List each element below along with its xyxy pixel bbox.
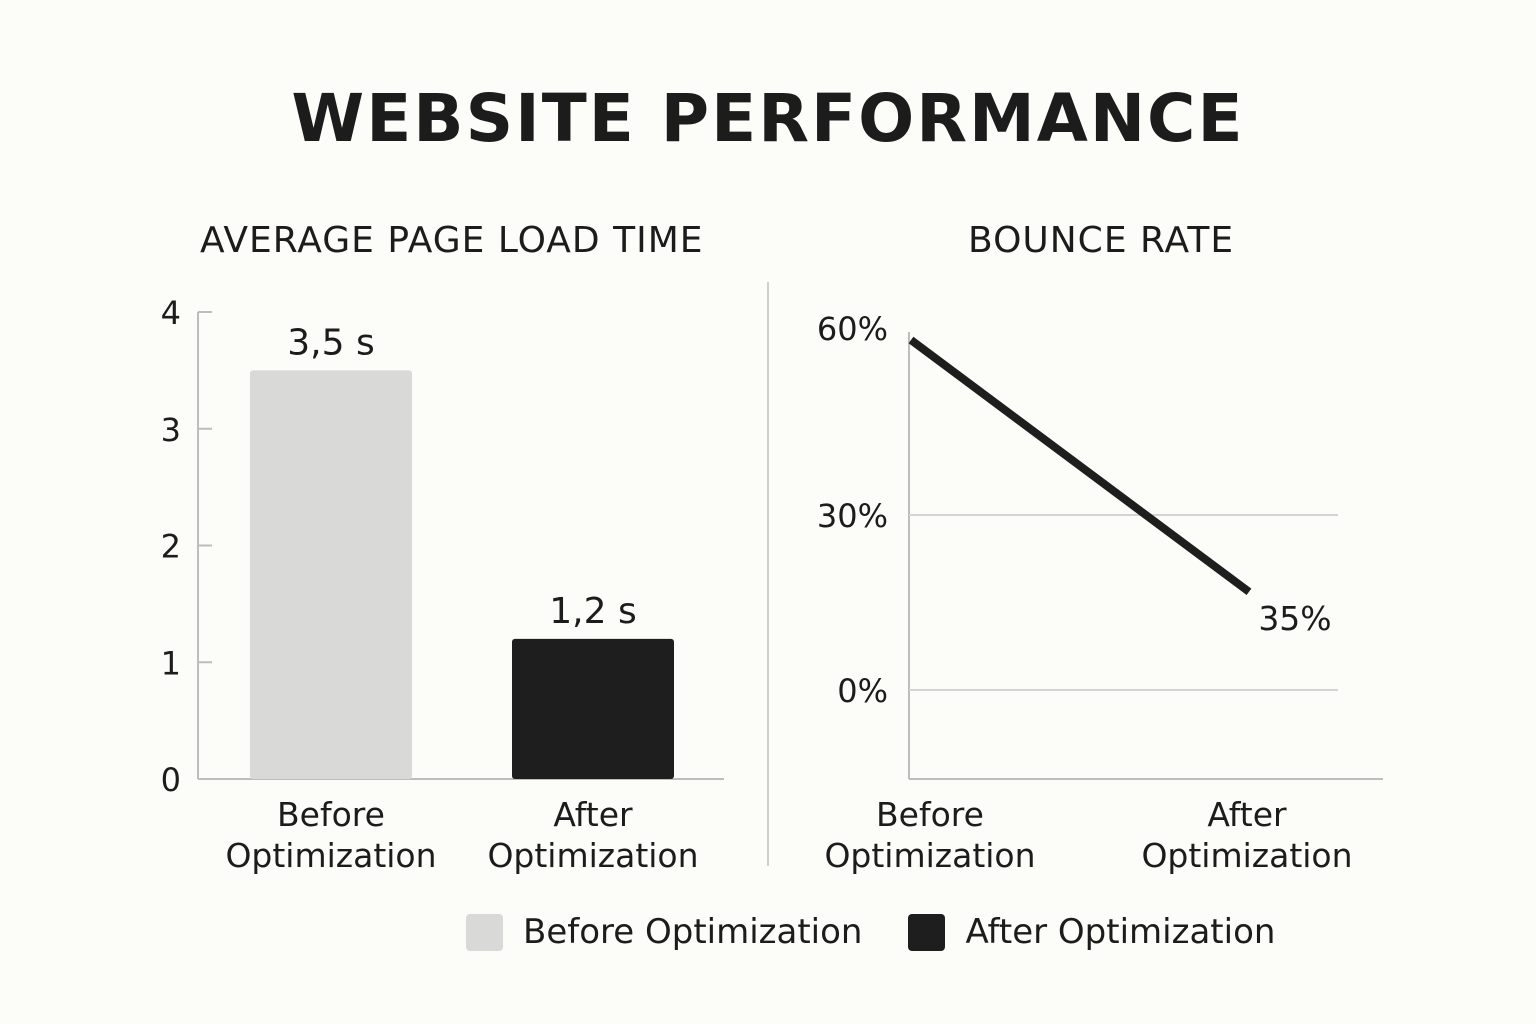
bounce-rate-chart-title: BOUNCE RATE (968, 220, 1235, 261)
bar-after (512, 638, 674, 779)
legend-label-before: Before Optimization (523, 912, 863, 952)
bar-before (250, 370, 412, 779)
y-tick-label: 0% (837, 672, 888, 710)
legend: Before Optimization After Optimization (466, 912, 1321, 952)
x-category-label: Before (876, 795, 984, 834)
y-tick-label: 30% (817, 497, 888, 535)
x-category-label: Before (277, 795, 385, 834)
bar-data-label: 3,5 s (287, 322, 374, 363)
page-title: WEBSITE PERFORMANCE (291, 80, 1245, 157)
legend-item-after: After Optimization (908, 912, 1275, 952)
legend-item-before: Before Optimization (466, 912, 862, 952)
y-tick-label: 1 (161, 644, 181, 682)
x-category-label: Optimization (487, 836, 698, 875)
y-tick-label: 60% (817, 310, 888, 348)
legend-label-after: After Optimization (965, 912, 1276, 952)
bar-data-label: 1,2 s (549, 591, 636, 632)
x-category-label: Optimization (225, 836, 436, 875)
y-tick-label: 3 (161, 411, 181, 449)
x-category-label: Optimization (824, 836, 1035, 875)
line-data-label: 35% (1258, 599, 1331, 638)
bounce-rate-series-line (908, 336, 1252, 596)
y-tick-label: 4 (161, 294, 181, 332)
x-category-label: After (553, 795, 633, 834)
bounce-rate-chart: 0%30%60%35%BeforeOptimizationAfterOptimi… (817, 310, 1383, 875)
y-tick-label: 2 (161, 528, 181, 566)
legend-swatch-before (466, 913, 503, 951)
x-category-label: Optimization (1141, 836, 1352, 875)
legend-swatch-after (908, 913, 946, 951)
y-tick-label: 0 (161, 761, 181, 799)
load-time-chart-title: AVERAGE PAGE LOAD TIME (200, 220, 704, 261)
x-category-label: After (1207, 795, 1287, 834)
